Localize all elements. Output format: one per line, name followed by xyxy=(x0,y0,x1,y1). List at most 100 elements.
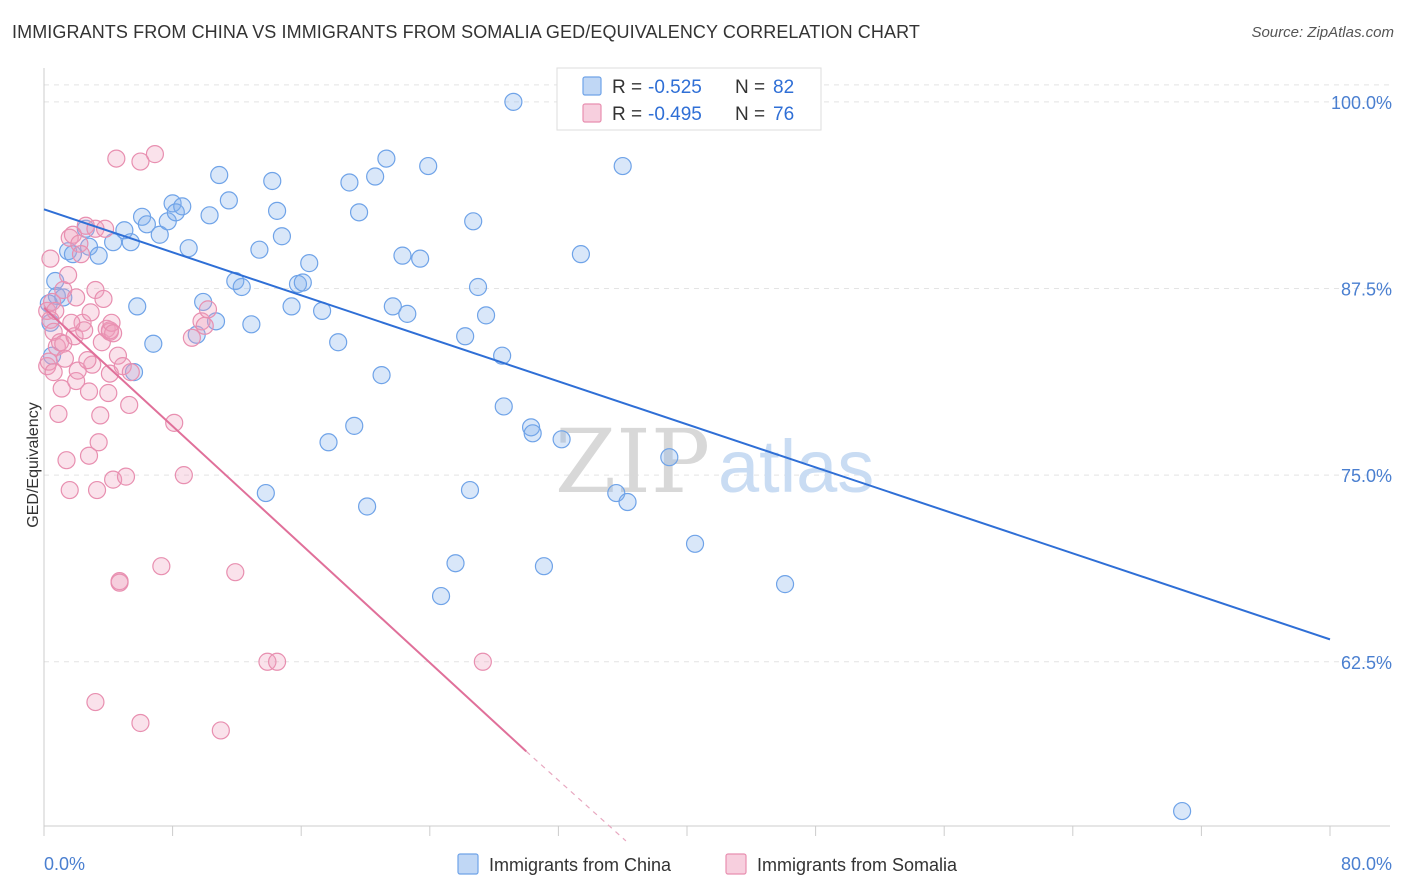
china-point xyxy=(393,246,412,265)
grid-lines xyxy=(44,84,1390,663)
somalia-point xyxy=(41,310,60,329)
china-point xyxy=(179,239,198,258)
china-point xyxy=(398,304,417,323)
china-point xyxy=(613,156,632,176)
somalia-point xyxy=(86,692,105,712)
y-tick-label: 62.5% xyxy=(1341,653,1392,673)
bottom-legend-china-label: Immigrants from China xyxy=(489,855,672,875)
somalia-point xyxy=(79,446,99,465)
somalia-point xyxy=(131,713,150,733)
somalia-point xyxy=(165,413,184,432)
china-point xyxy=(358,497,377,516)
legend-china-n-label: N = xyxy=(735,77,765,98)
somalia-point xyxy=(67,288,86,307)
somalia-point xyxy=(44,322,63,341)
legend-china-r-label: R = xyxy=(612,77,642,98)
bottom-legend-somalia-swatch xyxy=(725,853,747,875)
x-tick-label: 80.0% xyxy=(1341,854,1392,874)
china-point xyxy=(372,365,391,385)
china-point xyxy=(476,306,496,325)
somalia-point xyxy=(39,352,58,371)
somalia-point xyxy=(116,467,136,486)
somalia-point xyxy=(87,480,107,500)
china-point xyxy=(144,334,163,353)
china-point xyxy=(329,333,348,352)
china-point xyxy=(366,167,385,186)
china-point xyxy=(256,483,275,503)
china-point xyxy=(618,492,637,512)
x-tick-label: 0.0% xyxy=(44,854,85,874)
somalia-point xyxy=(100,321,120,340)
somalia-point xyxy=(195,316,214,335)
somalia-point xyxy=(91,406,110,425)
somalia-point xyxy=(145,145,165,164)
top-legend: R = -0.525 N = 82 R = -0.495 N = 76 xyxy=(556,67,822,131)
china-point xyxy=(456,327,475,346)
china-point xyxy=(282,297,301,316)
somalia-point xyxy=(60,228,79,247)
somalia-point xyxy=(46,301,65,320)
china-point xyxy=(300,254,319,273)
y-tick-label: 87.5% xyxy=(1341,279,1392,299)
china-point xyxy=(200,206,219,225)
somalia-point xyxy=(110,573,129,592)
china-point xyxy=(340,173,359,192)
bottom-legend: Immigrants from China Immigrants from So… xyxy=(457,853,958,875)
somalia-point xyxy=(52,379,71,398)
somalia-point xyxy=(107,149,126,168)
china-point xyxy=(660,448,679,467)
china-point xyxy=(685,534,705,553)
watermark: ZIP atlas xyxy=(555,410,874,513)
bottom-legend-china-swatch xyxy=(457,853,479,875)
legend-somalia-r-value: -0.495 xyxy=(648,104,702,125)
china-point xyxy=(534,557,554,576)
china-point xyxy=(104,233,123,252)
somalia-point xyxy=(120,395,139,415)
china-point xyxy=(293,273,312,292)
china-point xyxy=(250,240,269,259)
somalia-point xyxy=(44,363,63,382)
bottom-legend-somalia-label: Immigrants from Somalia xyxy=(757,855,958,875)
china-point xyxy=(267,201,287,220)
china-point xyxy=(272,227,292,246)
somalia-point xyxy=(198,300,218,319)
china-point xyxy=(242,315,261,334)
china-point xyxy=(383,297,402,316)
china-point xyxy=(446,554,465,573)
legend-somalia-n-value: 76 xyxy=(773,104,794,125)
legend-somalia-r-label: R = xyxy=(612,104,642,125)
trend-lines xyxy=(43,208,1331,842)
china-point xyxy=(521,418,541,437)
somalia-point xyxy=(59,265,78,285)
somalia-point xyxy=(60,480,79,500)
somalia-point xyxy=(211,721,230,740)
china-point xyxy=(319,433,338,452)
somalia-point xyxy=(108,346,128,365)
legend-china-n-value: 82 xyxy=(773,77,794,98)
somalia-point xyxy=(258,652,277,671)
somalia-point xyxy=(226,563,245,582)
china-point xyxy=(493,346,512,365)
china-point xyxy=(775,575,795,594)
china-trend-line xyxy=(43,208,1331,641)
somalia-point xyxy=(121,363,140,382)
china-point xyxy=(128,297,147,316)
source-label: Source: ZipAtlas.com xyxy=(1251,24,1394,41)
y-axis-label: GED/Equivalency xyxy=(25,402,42,527)
somalia-point xyxy=(89,433,108,452)
somalia-point xyxy=(41,249,60,268)
legend-china-swatch xyxy=(582,76,602,96)
china-point xyxy=(349,203,369,222)
somalia-point xyxy=(267,652,287,671)
watermark-atlas: atlas xyxy=(718,425,874,508)
chart-title: IMMIGRANTS FROM CHINA VS IMMIGRANTS FROM… xyxy=(12,22,920,42)
china-point xyxy=(464,212,483,231)
china-point xyxy=(89,246,108,265)
china-point xyxy=(504,92,523,111)
legend-china-r-value: -0.525 xyxy=(648,77,702,98)
somalia-point xyxy=(174,466,193,485)
china-point xyxy=(1173,801,1192,821)
china-point xyxy=(523,424,542,443)
somalia-point xyxy=(78,351,97,370)
somalia-points xyxy=(38,145,492,740)
